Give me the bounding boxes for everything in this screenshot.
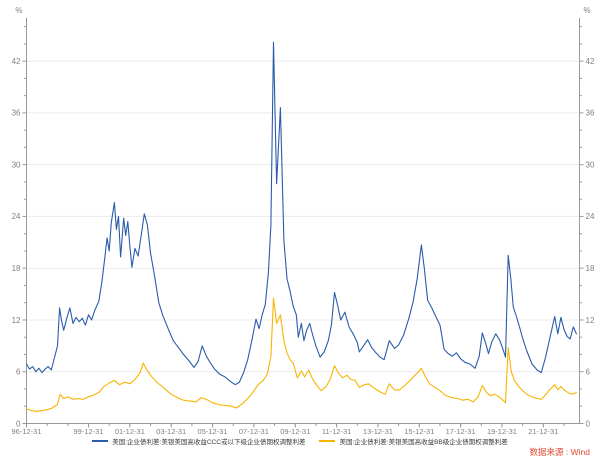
svg-text:30: 30 [586,160,595,169]
svg-text:6: 6 [586,368,591,377]
svg-text:09-12-31: 09-12-31 [280,427,310,436]
svg-text:01-12-31: 01-12-31 [115,427,145,436]
svg-text:24: 24 [586,212,595,221]
svg-text:42: 42 [586,57,595,66]
series-line-0 [25,41,577,386]
legend-label-bb: 美国:企业债利差:美银美国高收益BB级企业债期权调整利差 [339,439,508,446]
svg-text:0: 0 [16,419,21,428]
x-axis-labels: 96-12-31 99-12-31 01-12-31 03-12-31 05-12-31… [11,423,565,436]
svg-text:03-12-31: 03-12-31 [156,427,186,436]
svg-text:6: 6 [16,368,21,377]
svg-text:%: % [15,6,22,15]
svg-text:15-12-31: 15-12-31 [404,427,434,436]
svg-text:24: 24 [12,212,21,221]
svg-text:18: 18 [586,264,595,273]
data-source-note: 数据来源 : Wind [529,447,590,457]
legend-item-bb: 美国:企业债利差:美银美国高收益BB级企业债期权调整利差 [319,436,508,446]
svg-text:07-12-31: 07-12-31 [239,427,269,436]
series-line-1 [25,297,577,412]
svg-text:12: 12 [12,316,21,325]
gridlines [26,60,580,373]
svg-text:42: 42 [12,57,21,66]
legend-swatch-ccc-icon [92,440,109,442]
axes [26,18,580,424]
svg-text:13-12-31: 13-12-31 [363,427,393,436]
svg-text:96-12-31: 96-12-31 [11,427,41,436]
legend-swatch-bb-icon [319,440,336,442]
svg-text:12: 12 [586,316,595,325]
svg-text:%: % [584,6,591,15]
svg-text:19-12-31: 19-12-31 [487,427,517,436]
svg-text:36: 36 [12,109,21,118]
legend: 美国:企业债利差:美银美国高收益CCC或以下级企业债期权调整利差 美国:企业债利… [0,435,600,447]
svg-text:99-12-31: 99-12-31 [74,427,104,436]
svg-text:17-12-31: 17-12-31 [446,427,476,436]
svg-text:30: 30 [12,160,21,169]
svg-text:11-12-31: 11-12-31 [322,427,351,436]
svg-text:21-12-31: 21-12-31 [528,427,558,436]
svg-text:05-12-31: 05-12-31 [198,427,228,436]
svg-text:36: 36 [586,109,595,118]
legend-item-ccc: 美国:企业债利差:美银美国高收益CCC或以下级企业债期权调整利差 [92,436,305,446]
svg-text:0: 0 [586,419,591,428]
y-axis-labels: 0 0 6 6 12 12 18 18 24 24 30 30 36 36 42 42%% [12,6,595,428]
legend-label-ccc: 美国:企业债利差:美银美国高收益CCC或以下级企业债期权调整利差 [112,439,306,446]
svg-text:18: 18 [12,264,21,273]
